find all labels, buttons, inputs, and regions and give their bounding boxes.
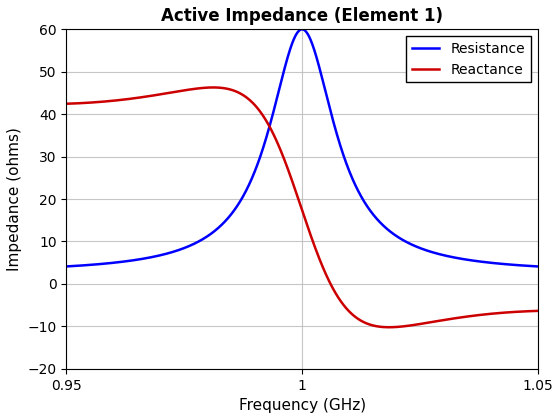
Resistance — [521, 263, 528, 268]
Resistance — [280, 71, 287, 76]
Resistance — [534, 264, 541, 269]
Y-axis label: Impedance (ohms): Impedance (ohms) — [7, 127, 22, 271]
Reactance — [87, 100, 94, 105]
Resistance — [435, 251, 441, 256]
Reactance — [63, 101, 70, 106]
Resistance — [63, 264, 70, 269]
Resistance — [292, 33, 299, 38]
Resistance — [521, 263, 528, 268]
Line: Resistance: Resistance — [67, 29, 538, 266]
Reactance — [534, 308, 541, 313]
Reactance — [386, 325, 393, 330]
Line: Reactance: Reactance — [67, 87, 538, 327]
Reactance — [521, 309, 528, 314]
Legend: Resistance, Reactance: Resistance, Reactance — [406, 36, 531, 82]
Resistance — [87, 262, 94, 268]
Reactance — [521, 309, 528, 314]
X-axis label: Frequency (GHz): Frequency (GHz) — [239, 398, 366, 413]
Reactance — [210, 85, 217, 90]
Reactance — [435, 318, 441, 323]
Title: Active Impedance (Element 1): Active Impedance (Element 1) — [161, 7, 443, 25]
Reactance — [292, 189, 299, 194]
Resistance — [298, 27, 305, 32]
Reactance — [280, 155, 287, 160]
